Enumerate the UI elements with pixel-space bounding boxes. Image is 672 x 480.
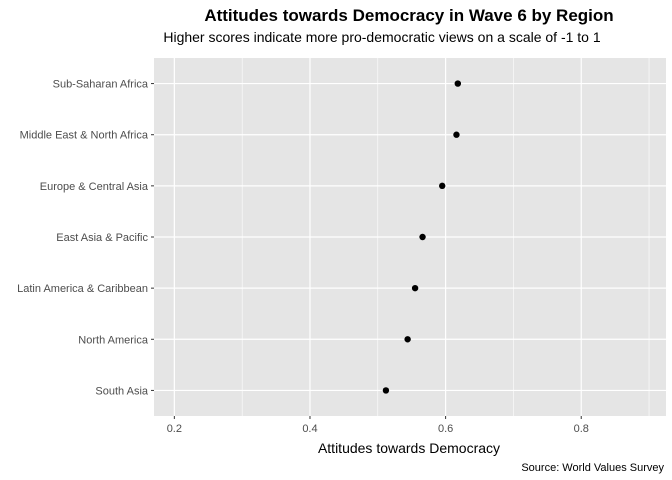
x-tick-label: 0.2 (167, 423, 182, 435)
x-tick-label: 0.4 (302, 423, 317, 435)
y-tick-label: East Asia & Pacific (56, 232, 148, 244)
y-tick-label: Sub-Saharan Africa (53, 79, 149, 91)
x-tick-label: 0.6 (438, 423, 453, 435)
data-point (411, 284, 419, 292)
data-point (404, 336, 411, 343)
x-axis: 0.2 0.4 0.6 0.8 (167, 416, 589, 435)
y-axis: Sub-Saharan Africa Middle East & North Af… (17, 79, 154, 397)
y-tick-label: North America (78, 334, 149, 346)
y-tick-label: Europe & Central Asia (40, 181, 149, 193)
y-tick-label: Latin America & Caribbean (17, 283, 148, 295)
chart-subtitle: Higher scores indicate more pro-democrat… (163, 29, 601, 45)
x-tick-label: 0.8 (574, 423, 589, 435)
chart-caption: Source: World Values Survey (521, 462, 664, 474)
data-point (419, 233, 426, 241)
y-tick-label: South Asia (95, 385, 148, 397)
data-point (454, 80, 462, 87)
y-tick-label: Middle East & North Africa (20, 130, 149, 142)
data-points (382, 80, 462, 394)
data-point (382, 387, 390, 394)
x-axis-title: Attitudes towards Democracy (318, 440, 500, 456)
data-point (453, 131, 460, 138)
data-point (439, 182, 446, 190)
chart-title: Attitudes towards Democracy in Wave 6 by… (204, 6, 613, 25)
